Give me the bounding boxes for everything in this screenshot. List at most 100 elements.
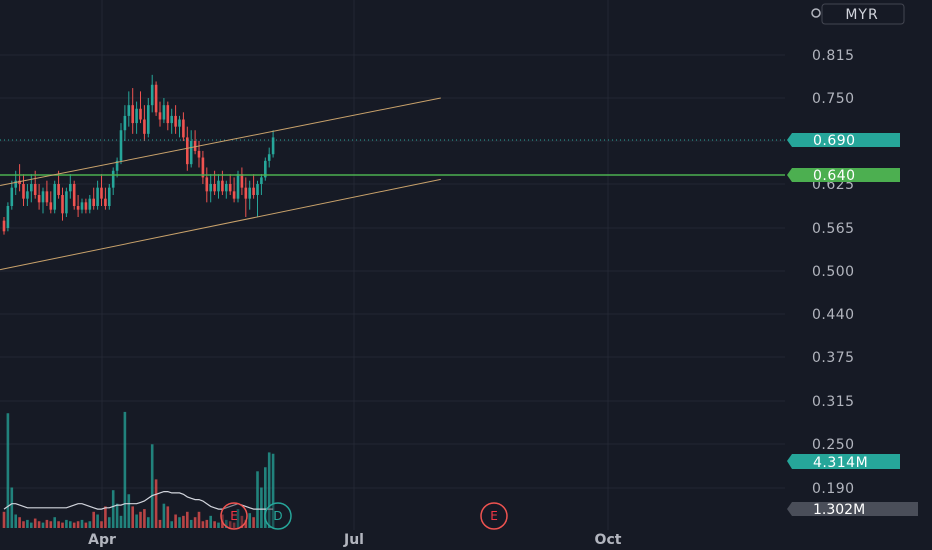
candle-body <box>80 202 84 210</box>
volume-bar <box>154 479 158 528</box>
candle-body <box>158 112 162 120</box>
volume-bar <box>80 519 84 528</box>
volume-bar <box>45 519 49 528</box>
volume-bar <box>236 509 240 528</box>
volume-bar <box>6 413 10 528</box>
price-axis[interactable]: 0.8150.7500.6900.6250.5650.5000.4400.375… <box>812 48 855 497</box>
volume-bar <box>267 452 271 528</box>
level-price-label: 0.640 <box>813 168 856 184</box>
candle-body <box>53 184 56 210</box>
dividend-marker[interactable]: D <box>264 502 292 530</box>
candle-body <box>197 150 201 158</box>
earnings-marker-1[interactable]: E <box>220 502 248 530</box>
volume-bar <box>96 514 99 528</box>
volume-bar <box>209 515 212 528</box>
candle-body <box>26 191 29 199</box>
candle-body <box>92 198 95 206</box>
volume-bar <box>147 517 150 528</box>
candle-body <box>228 184 232 192</box>
volume-label: 4.314M <box>813 455 868 471</box>
candle-body <box>186 137 189 165</box>
volume-bar <box>72 522 76 528</box>
y-tick-label: 0.250 <box>812 437 855 453</box>
volume-bar <box>260 487 263 528</box>
alert-circle-icon[interactable] <box>811 8 821 18</box>
currency-selector[interactable]: MYR <box>811 3 905 25</box>
volume-bar <box>143 509 146 528</box>
candle-body <box>139 108 142 120</box>
candle-body <box>18 180 21 184</box>
candle-body <box>135 108 138 124</box>
volume-bar <box>65 519 68 528</box>
volume-bar <box>127 494 131 528</box>
volume-bar <box>264 467 267 528</box>
candle-body <box>267 154 271 161</box>
channel-trendline-2[interactable] <box>0 178 441 271</box>
candle-body <box>232 191 236 199</box>
candle-body <box>72 184 76 206</box>
volume-bar <box>205 519 209 528</box>
volume-bar <box>248 513 251 528</box>
candle-body <box>131 105 134 124</box>
y-tick-label: 0.815 <box>812 48 855 64</box>
candle-body <box>10 187 14 206</box>
channel-trendline-1[interactable] <box>0 97 441 186</box>
candle-body <box>115 160 119 171</box>
volume-bar <box>166 506 170 528</box>
candle-body <box>178 119 181 127</box>
candle-body <box>221 180 224 192</box>
candle-body <box>170 115 173 124</box>
volume-bar <box>123 411 127 528</box>
grid-lines <box>0 0 785 530</box>
volume-bar <box>57 521 60 528</box>
volume-bar <box>193 517 197 528</box>
drawing-lines[interactable] <box>0 97 785 271</box>
candle-body <box>193 141 197 151</box>
volume-bar <box>162 503 166 528</box>
last-price-label: 0.690 <box>813 133 856 149</box>
candle-body <box>252 187 255 195</box>
y-tick-label: 0.315 <box>812 394 855 410</box>
time-axis[interactable]: Apr Jul Oct <box>88 532 622 548</box>
volume-bar <box>256 471 259 528</box>
volume-bar <box>61 522 64 528</box>
candle-body <box>69 184 72 192</box>
dividend-marker-label: D <box>273 509 282 523</box>
currency-label: MYR <box>845 7 878 23</box>
x-tick-jul: Jul <box>343 532 364 548</box>
volume-bar <box>139 511 142 528</box>
volume-bar <box>232 522 236 528</box>
candle-body <box>174 115 177 127</box>
candle-body <box>147 105 150 134</box>
volume-bar <box>41 522 45 528</box>
volume-bar <box>217 522 220 528</box>
candle-body <box>61 195 64 214</box>
candle-body <box>111 170 115 188</box>
volume-bars <box>2 411 275 528</box>
volume-bar <box>228 521 232 528</box>
volume-avg-tag: 1.302M <box>787 502 918 518</box>
candle-body <box>88 198 92 210</box>
candle-body <box>209 184 212 192</box>
earnings-marker-2[interactable]: E <box>480 502 508 530</box>
candle-body <box>76 206 80 210</box>
candle-body <box>217 180 220 192</box>
level-price-tag: 0.640 <box>787 168 900 184</box>
candle-body <box>248 187 251 199</box>
last-price-tag: 0.690 <box>787 133 900 149</box>
candle-body <box>37 195 41 203</box>
candle-body <box>154 84 158 113</box>
y-tick-label: 0.750 <box>812 91 855 107</box>
volume-bar <box>76 521 80 528</box>
candle-body <box>119 130 123 161</box>
candle-body <box>205 177 209 192</box>
candle-body <box>236 174 240 199</box>
candle-body <box>30 184 33 192</box>
volume-bar <box>178 517 181 528</box>
candle-body <box>14 180 17 188</box>
earnings-marker-label: E <box>490 509 498 523</box>
volume-bar <box>150 444 154 528</box>
volume-bar <box>252 517 255 528</box>
